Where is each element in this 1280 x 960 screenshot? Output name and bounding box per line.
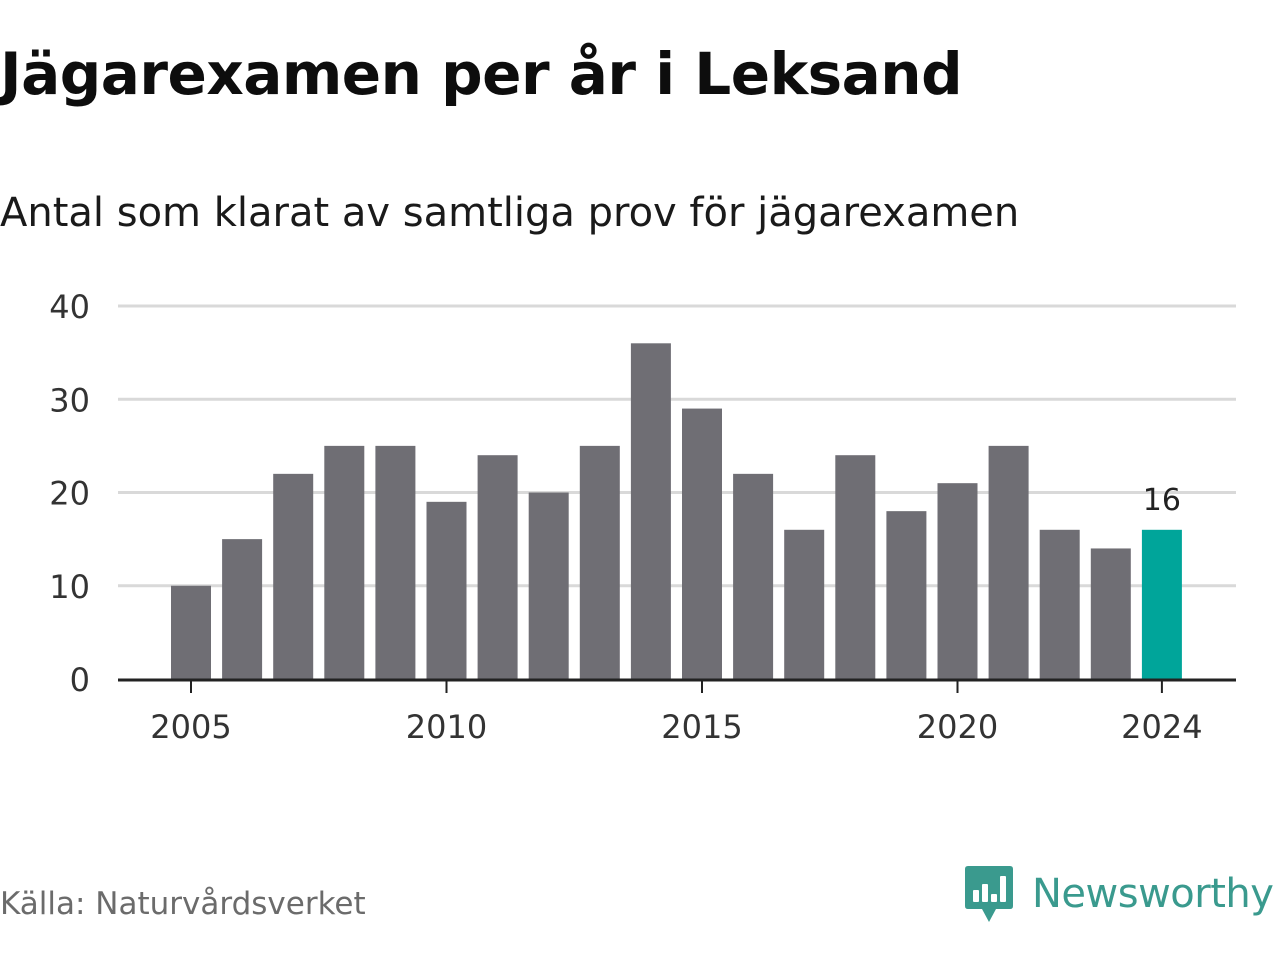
bar-2024: [1141, 529, 1182, 679]
bar-2013: [579, 445, 620, 679]
bar-chart: 0 10 20 30 40 2005 2010 2015 2020 2024 16: [49, 288, 1236, 746]
bar-2022: [1039, 529, 1080, 679]
bar-2007: [273, 473, 314, 679]
bar-2016: [733, 473, 774, 679]
bar-2005: [171, 585, 211, 679]
bar-2018: [835, 455, 876, 679]
x-tick-label: 2015: [661, 708, 742, 746]
brand-name: Newsworthy: [1032, 871, 1274, 917]
y-tick-label: 30: [49, 381, 90, 419]
bar-2006: [222, 539, 263, 679]
y-tick-label: 40: [49, 288, 90, 326]
bar-2019: [886, 511, 927, 679]
bar-2014: [630, 343, 671, 679]
y-axis-ticks: 0 10 20 30 40: [49, 288, 90, 699]
x-tick-label: 2024: [1121, 708, 1202, 746]
y-tick-label: 0: [70, 661, 90, 699]
chart-subtitle: Antal som klarat av samtliga prov för jä…: [0, 190, 1020, 236]
bar-2010: [426, 501, 467, 679]
bar-chart-speech-bubble-icon: [965, 866, 1013, 922]
data-label-2024: 16: [1143, 483, 1181, 518]
x-axis-ticks: 2005 2010 2015 2020 2024: [150, 680, 1203, 746]
bar-2017: [784, 529, 825, 679]
x-tick-label: 2005: [150, 708, 231, 746]
bar-2021: [988, 445, 1029, 679]
x-tick-label: 2020: [917, 708, 998, 746]
y-tick-label: 10: [49, 568, 90, 606]
bar-2009: [375, 445, 416, 679]
chart-title: Jägarexamen per år i Leksand: [0, 40, 963, 108]
y-tick-label: 20: [49, 475, 90, 513]
bar-2015: [682, 408, 722, 679]
bar-2020: [937, 483, 978, 679]
bar-2008: [324, 445, 365, 679]
data-labels: 16: [1143, 483, 1181, 518]
bar-2012: [528, 492, 569, 679]
bars: [171, 343, 1182, 679]
x-tick-label: 2010: [406, 708, 487, 746]
bar-2023: [1090, 548, 1131, 679]
brand-logo: Newsworthy: [964, 864, 1274, 924]
bar-2011: [477, 455, 518, 679]
source-note: Källa: Naturvårdsverket: [0, 886, 366, 922]
